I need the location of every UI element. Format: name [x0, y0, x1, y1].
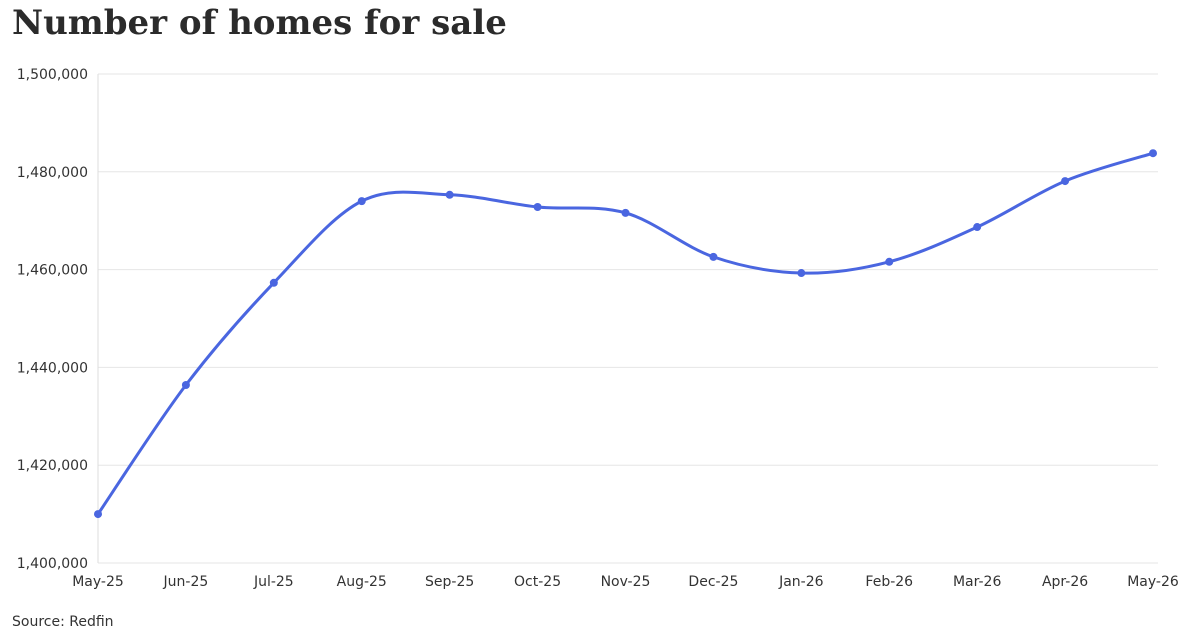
x-tick-label: May-26 — [1127, 574, 1179, 590]
point — [885, 257, 894, 266]
x-tick-label: Nov-25 — [601, 574, 651, 590]
x-tick-label: Dec-25 — [688, 574, 738, 590]
x-tick-label: May-25 — [72, 574, 124, 590]
x-tick-label: Mar-26 — [953, 574, 1001, 590]
point — [973, 223, 982, 232]
x-tick-label: Feb-26 — [865, 574, 913, 590]
y-tick-label: 1,500,000 — [17, 67, 88, 83]
point — [181, 381, 190, 390]
point — [1061, 177, 1070, 186]
point — [621, 208, 630, 217]
point — [797, 269, 806, 278]
point — [269, 278, 278, 287]
y-tick-label: 1,420,000 — [17, 458, 88, 474]
y-tick-label: 1,440,000 — [17, 360, 88, 376]
point — [533, 203, 542, 212]
y-tick-label: 1,400,000 — [17, 556, 88, 572]
point — [445, 190, 454, 199]
x-tick-label: Aug-25 — [337, 574, 387, 590]
x-tick-label: Jan-26 — [778, 574, 824, 590]
x-tick-label: Jun-25 — [163, 574, 209, 590]
x-tick-label: Sep-25 — [425, 574, 474, 590]
chart-title: Number of homes for sale — [12, 3, 507, 43]
x-tick-label: Apr-26 — [1042, 574, 1088, 590]
line — [96, 151, 1154, 515]
point — [709, 252, 718, 261]
x-tick-label: Oct-25 — [514, 574, 561, 590]
x-tick-label: Jul-25 — [253, 574, 294, 590]
point — [357, 197, 366, 206]
point — [1149, 149, 1157, 158]
point — [94, 510, 102, 519]
source: Source: Redfin — [12, 614, 114, 630]
y-tick-label: 1,480,000 — [17, 165, 88, 181]
y-tick-label: 1,460,000 — [17, 263, 88, 279]
